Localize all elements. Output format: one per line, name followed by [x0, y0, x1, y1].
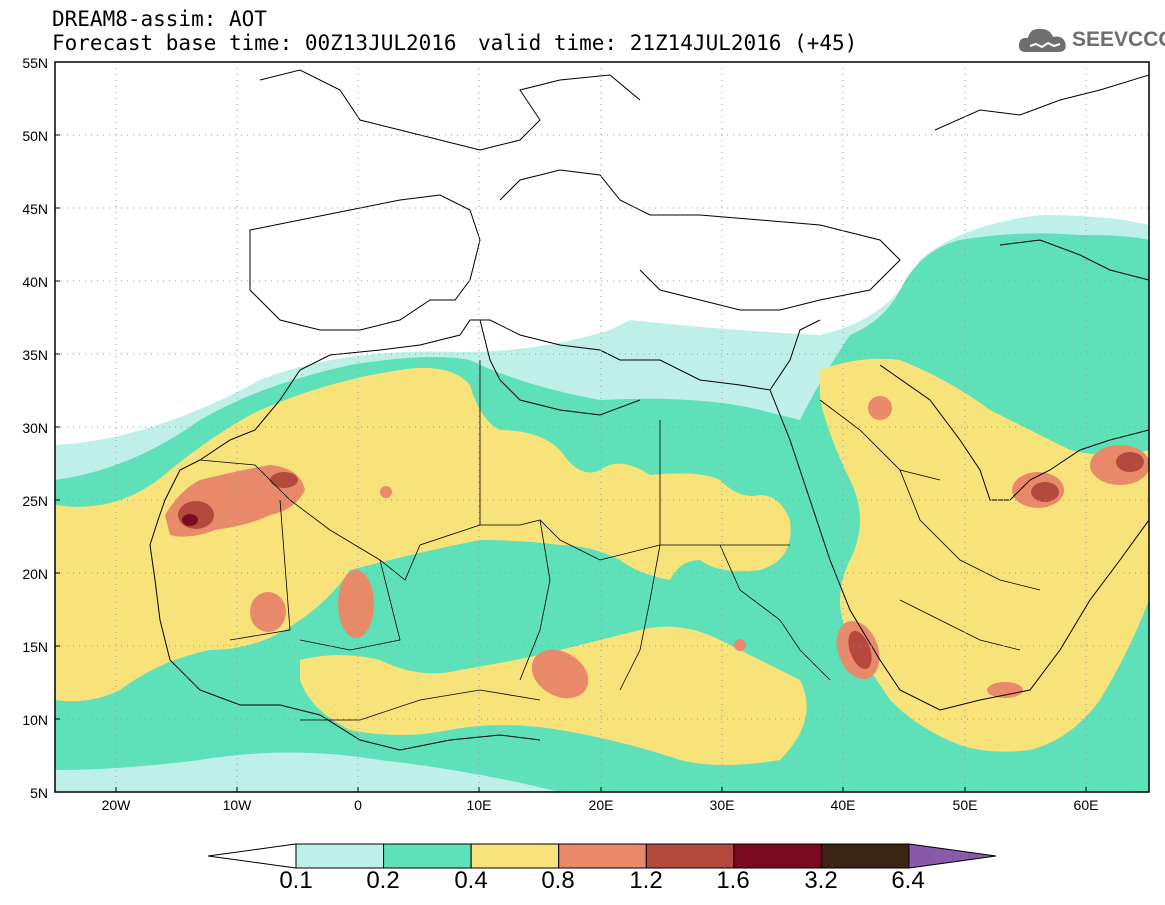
lat-label: 55N	[22, 55, 48, 71]
lat-label: 20N	[22, 566, 48, 582]
lon-label: 10E	[466, 797, 492, 813]
logo-text: SEEVCCC	[1072, 28, 1165, 51]
colorbar-tick-label: 6.4	[891, 867, 925, 894]
lat-label: 15N	[22, 639, 48, 655]
forecast-base-time: Forecast base time: 00Z13JUL2016	[52, 31, 457, 55]
aot-band-0.4	[55, 358, 1149, 765]
lat-label: 45N	[22, 201, 48, 217]
lat-label: 10N	[22, 712, 48, 728]
lon-label: 20E	[588, 797, 614, 813]
seevccc-logo: SEEVCCC	[1016, 22, 1165, 58]
colorbar-tick-label: 0.4	[454, 867, 488, 894]
lat-label: 50N	[22, 128, 48, 144]
colorbar-tick-label: 0.1	[279, 867, 313, 894]
lat-label: 5N	[30, 785, 48, 801]
valid-time: valid time: 21Z14JUL2016 (+45)	[478, 31, 858, 55]
map-title: DREAM8-assim: AOT	[52, 7, 267, 31]
colorbar-tick-label: 0.2	[366, 867, 400, 894]
cloud-logo-icon	[1018, 28, 1066, 52]
lon-label: 20W	[101, 797, 131, 813]
aot-band-1.6	[182, 514, 198, 526]
lon-label: 10W	[222, 797, 252, 813]
lon-label: 50E	[952, 797, 978, 813]
colorbar-tick-label: 1.2	[629, 867, 663, 894]
lat-label: 40N	[22, 274, 48, 290]
coastlines	[149, 69, 1149, 751]
colorbar-tick-label: 0.8	[541, 867, 575, 894]
colorbar-tick-label: 1.6	[716, 867, 750, 894]
axis-ticks	[55, 134, 1087, 792]
lon-label: 30E	[709, 797, 735, 813]
colorbar-tick-label: 3.2	[804, 867, 838, 894]
lon-label: 0	[354, 797, 362, 813]
lat-label: 35N	[22, 347, 48, 363]
map-grid	[55, 62, 1149, 792]
aot-band-1.2	[178, 452, 1144, 670]
lon-label: 60E	[1073, 797, 1099, 813]
lat-label: 30N	[22, 420, 48, 436]
lon-label: 40E	[830, 797, 856, 813]
lat-label: 25N	[22, 493, 48, 509]
